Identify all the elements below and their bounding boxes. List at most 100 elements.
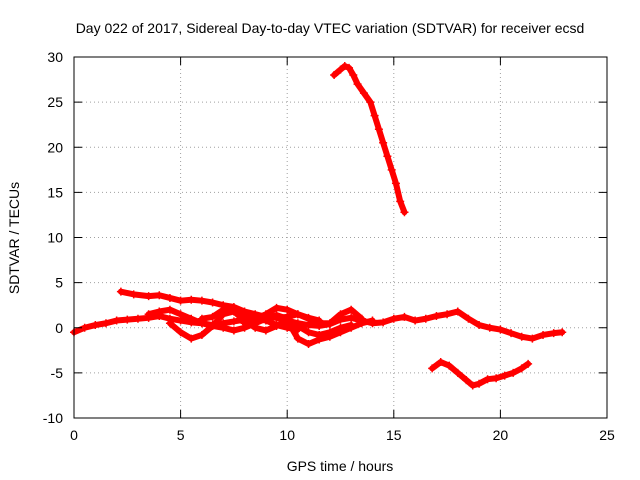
data-point (411, 316, 420, 325)
data-point (219, 305, 228, 314)
data-point (155, 307, 164, 316)
data-point (208, 298, 217, 307)
y-tick-label: 10 (47, 230, 63, 246)
data-point (517, 332, 526, 341)
y-axis-label: SDTVAR / TECUs (6, 182, 22, 294)
data-point (509, 368, 518, 377)
series-trace (241, 304, 365, 327)
data-point (347, 323, 356, 332)
data-point (347, 305, 356, 314)
data-point (370, 111, 379, 120)
data-point (283, 305, 292, 314)
data-point (374, 125, 383, 134)
data-point (208, 321, 217, 330)
data-point (101, 319, 110, 328)
data-point (293, 334, 302, 343)
data-point (475, 321, 484, 330)
data-point (549, 329, 558, 338)
data-point (283, 316, 292, 325)
data-point (251, 314, 260, 323)
data-point (383, 152, 392, 161)
data-point (144, 292, 153, 301)
data-point (261, 310, 270, 319)
data-point (379, 318, 388, 327)
data-point (187, 334, 196, 343)
data-point (229, 317, 238, 326)
data-point (176, 328, 185, 337)
data-point (379, 138, 388, 147)
data-point (428, 364, 437, 373)
y-tick-label: 5 (55, 275, 63, 291)
data-point (208, 312, 217, 321)
data-point (345, 63, 354, 72)
data-point (483, 375, 492, 384)
x-tick-label: 15 (386, 427, 402, 443)
data-point (453, 368, 462, 377)
y-tick-label: -10 (43, 410, 63, 426)
data-point (492, 374, 501, 383)
data-point (445, 361, 454, 370)
data-point (336, 328, 345, 337)
data-point (187, 295, 196, 304)
x-tick-label: 5 (177, 427, 185, 443)
data-point (340, 62, 349, 71)
data-point (396, 197, 405, 206)
data-point (229, 307, 238, 316)
data-point (453, 307, 462, 316)
data-point (176, 296, 185, 305)
data-point (165, 305, 174, 314)
data-point (293, 310, 302, 319)
data-point (387, 165, 396, 174)
data-point (421, 314, 430, 323)
x-tick-label: 0 (70, 427, 78, 443)
data-point (507, 329, 516, 338)
series-trace (331, 63, 408, 216)
y-tick-label: 0 (55, 320, 63, 336)
data-point (496, 325, 505, 334)
data-point (91, 321, 100, 330)
data-point (464, 314, 473, 323)
y-tick-label: -5 (51, 365, 64, 381)
data-point (485, 323, 494, 332)
tick-labels: 0 5 10 15 20 25 -10 -5 0 5 10 15 20 25 30 (43, 49, 615, 443)
data-point (304, 328, 313, 337)
y-tick-label: 25 (47, 94, 63, 110)
data-point (315, 335, 324, 344)
data-point (357, 314, 366, 323)
data-point (229, 326, 238, 335)
data-point (315, 319, 324, 328)
data-point (500, 371, 509, 380)
data-point (272, 303, 281, 312)
data-point (165, 319, 174, 328)
x-tick-label: 10 (279, 427, 295, 443)
data-point (349, 71, 358, 80)
data-point (368, 316, 377, 325)
data-point (528, 334, 537, 343)
data-point (389, 314, 398, 323)
data-series (70, 62, 567, 390)
data-point (366, 98, 375, 107)
data-point (197, 314, 206, 323)
data-point (443, 310, 452, 319)
data-point (325, 319, 334, 328)
data-point (468, 381, 477, 390)
data-point (219, 323, 228, 332)
data-point (400, 312, 409, 321)
y-tick-label: 20 (47, 139, 63, 155)
data-point (517, 364, 526, 373)
data-point (129, 290, 138, 299)
axis-ticks (73, 56, 608, 419)
data-point (116, 287, 125, 296)
data-point (272, 321, 281, 330)
data-point (400, 208, 409, 217)
x-tick-label: 25 (599, 427, 615, 443)
y-tick-label: 30 (47, 49, 63, 65)
data-point (176, 310, 185, 319)
data-point (432, 312, 441, 321)
data-point (304, 339, 313, 348)
data-point (539, 330, 548, 339)
data-point (261, 326, 270, 335)
data-point (359, 89, 368, 98)
series-track-f (240, 303, 366, 328)
